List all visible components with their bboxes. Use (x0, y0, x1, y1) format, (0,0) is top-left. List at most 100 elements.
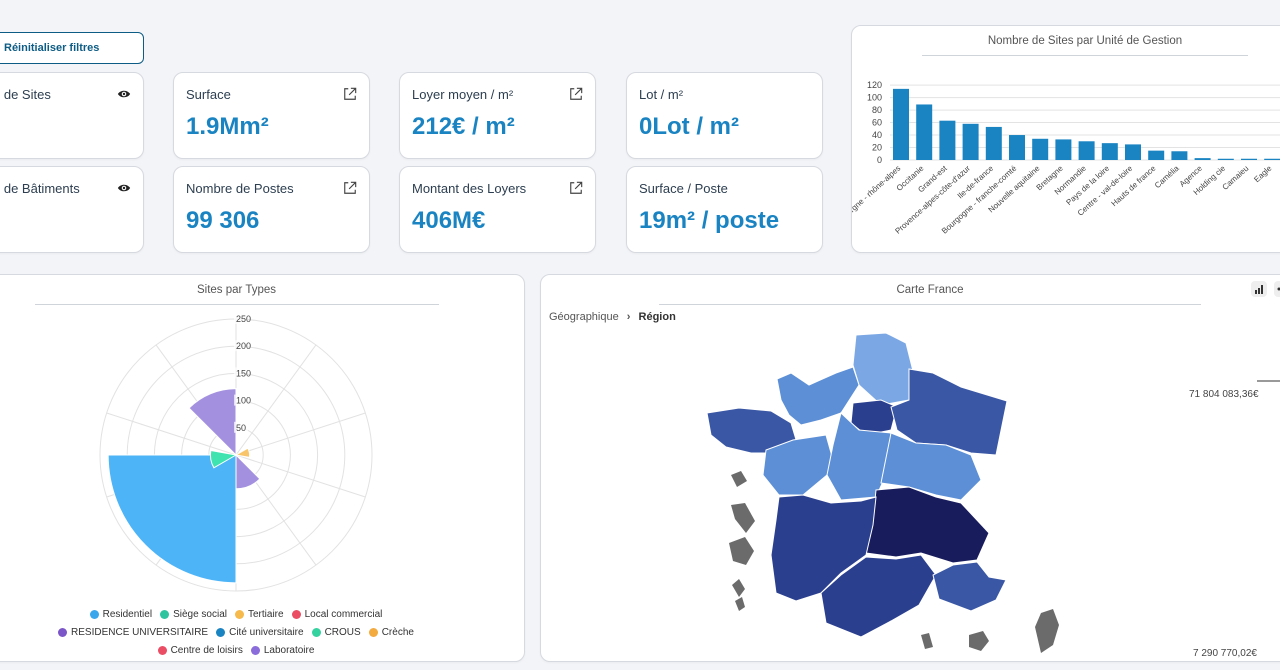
chart-type-button[interactable] (1251, 281, 1267, 297)
more-options-button[interactable] (1274, 281, 1280, 297)
legend-label: Tertiaire (248, 608, 284, 620)
bar (1171, 151, 1188, 160)
bar-chart-icon (1255, 285, 1263, 294)
region-auvergne-rhone-alpes[interactable] (865, 486, 990, 564)
bar (939, 120, 956, 160)
breadcrumb-parent[interactable]: Géographique (549, 311, 619, 323)
legend-swatch (157, 645, 167, 655)
polar-wedge (234, 447, 251, 458)
region-provence-alpes-cote-dazur[interactable] (932, 561, 1007, 612)
r-tick-bg (234, 313, 248, 324)
y-tick-label: 40 (872, 130, 882, 140)
region-hauts-de-france[interactable] (852, 332, 914, 406)
legend-item[interactable]: Laboratoire (250, 641, 314, 659)
legend-swatch (368, 627, 378, 637)
legend-item[interactable]: Crèche (368, 623, 414, 641)
grid-spoke (235, 344, 317, 456)
legend-item[interactable]: RESIDENCE UNIVERSITAIRE (58, 623, 208, 641)
map-panel: Carte France Géographique › Région 7 (540, 274, 1280, 662)
legend-item[interactable]: CROUS (311, 623, 361, 641)
bar (1009, 135, 1025, 160)
chart-title: Nombre de Sites par Unité de Gestion (987, 35, 1183, 47)
title-divider (659, 304, 1201, 305)
eye-icon[interactable] (117, 87, 131, 101)
external-link-icon[interactable] (569, 181, 583, 195)
polar-area-chart: 50 100 150 200 250 (99, 313, 373, 592)
r-tick-label: 250 (236, 314, 251, 324)
title-divider (922, 55, 1248, 56)
eye-icon[interactable] (117, 181, 131, 195)
r-tick-bg (234, 421, 248, 433)
grid-spoke (235, 454, 366, 498)
legend-label: CROUS (324, 626, 361, 638)
x-tick-label: Camélia (1153, 163, 1181, 190)
r-tick-label: 150 (236, 368, 251, 378)
external-link-icon[interactable] (343, 87, 357, 101)
kpi-card-montant-loyers: Montant des Loyers 406M€ (399, 166, 596, 253)
bar (985, 126, 1002, 160)
island (731, 503, 755, 533)
kpi-value: 19m² / poste (639, 207, 780, 234)
territory-corsica (1035, 609, 1059, 653)
r-tick-label: 200 (236, 341, 251, 351)
kpi-card-sites: e de Sites (0, 72, 144, 159)
legend-item[interactable]: Residentiel (89, 605, 152, 623)
kpi-label: Lot / m² (639, 87, 684, 102)
kpi-value: 406M€ (412, 207, 486, 234)
legend-item[interactable]: Centre de loisirs (157, 641, 243, 659)
bar (1194, 158, 1211, 160)
island (731, 471, 747, 487)
bar (893, 88, 909, 160)
legend-row: Centre de loisirs Laboratoire (1, 641, 471, 659)
y-tick-label: 80 (872, 105, 882, 115)
kpi-value: 0Lot / m² (639, 113, 739, 140)
kpi-card-postes: Nombre de Postes 99 306 (173, 166, 370, 253)
scale-min-label: 7 290 770,02€ (1193, 648, 1257, 659)
chevron-right-icon: › (626, 311, 631, 323)
external-link-icon[interactable] (569, 87, 583, 101)
bar (1055, 139, 1072, 160)
polar-wedge (209, 449, 238, 469)
chart-legend: Residentiel Siège social Tertiaire Local co… (1, 605, 471, 659)
kpi-card-batiments: e de Bâtiments (0, 166, 144, 253)
legend-label: Local commercial (304, 608, 383, 620)
external-link-icon[interactable] (343, 181, 357, 195)
kpi-label: e de Sites (0, 87, 51, 102)
y-tick-label: 20 (872, 143, 882, 153)
legend-row: RESIDENCE UNIVERSITAIRE Cité universitair… (1, 623, 471, 641)
legend-swatch (250, 645, 260, 655)
breadcrumb: Géographique › Région (549, 311, 676, 323)
legend-label: Centre de loisirs (170, 644, 243, 656)
bar (1264, 158, 1280, 160)
bar (1078, 141, 1095, 160)
kpi-label: Loyer moyen / m² (412, 87, 514, 102)
bar-chart-panel: Nombre de Sites par Unité de Gestion 0 20… (851, 25, 1280, 253)
kpi-value: 212€ / m² (412, 113, 515, 140)
kpi-card-loyer-moyen: Loyer moyen / m² 212€ / m² (399, 72, 596, 159)
x-tick-label: vergne - rhône-alpes (852, 164, 902, 220)
map-title: Carte France (896, 284, 964, 296)
legend-item[interactable]: Tertiaire (235, 605, 284, 623)
breadcrumb-current: Région (638, 311, 676, 323)
grid-spoke (106, 412, 237, 456)
legend-item[interactable]: Local commercial (291, 605, 383, 623)
region-grand-est[interactable] (890, 368, 1008, 456)
legend-swatch (235, 609, 244, 619)
island (729, 537, 754, 565)
legend-item[interactable]: Siège social (160, 605, 227, 623)
legend-swatch (89, 609, 99, 619)
r-tick-bg (234, 340, 248, 352)
reset-filters-button[interactable]: Réinitialiser filtres (0, 32, 144, 64)
legend-item[interactable]: Cité universitaire (216, 623, 304, 641)
bar (1032, 138, 1049, 160)
france-map (706, 332, 1059, 653)
region-nouvelle-aquitaine[interactable] (770, 494, 877, 602)
region-bourgogne-franche-comte[interactable] (880, 432, 982, 501)
region-normandie[interactable] (776, 366, 860, 426)
legend-swatch (216, 627, 226, 637)
kpi-card-surface: Surface 1.9Mm² (173, 72, 370, 159)
legend-label: Siège social (173, 608, 227, 620)
kpi-card-surface-poste: Surface / Poste 19m² / poste (626, 166, 823, 253)
polar-chart-panel: Sites par Types 50 100 150 200 250 Residenti… (0, 274, 525, 662)
